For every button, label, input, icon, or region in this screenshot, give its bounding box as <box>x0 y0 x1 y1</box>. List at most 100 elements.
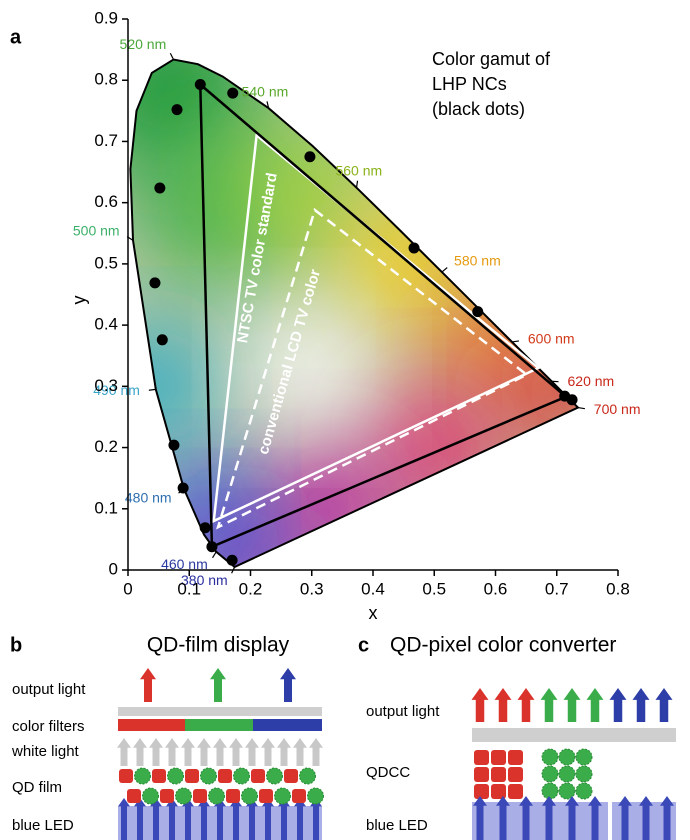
row-label: color filters <box>12 718 85 735</box>
x-tick-label: 0.6 <box>484 579 508 598</box>
arrow <box>588 796 602 840</box>
locus-tick <box>148 388 156 391</box>
qd-red <box>284 769 298 783</box>
arrow <box>210 668 226 702</box>
x-tick-label: 0.3 <box>300 579 324 598</box>
arrow <box>165 738 179 766</box>
arrow <box>182 798 194 840</box>
qd-green <box>241 787 258 805</box>
x-tick-label: 0.8 <box>606 579 630 598</box>
blue-led <box>472 802 608 840</box>
y-tick-label: 0.9 <box>94 8 118 27</box>
locus-tick <box>266 101 270 109</box>
wavelength-label: 560 nm <box>335 163 382 179</box>
locus-tick <box>355 180 359 188</box>
glass <box>118 707 322 716</box>
arrow <box>618 796 632 840</box>
locus-tick <box>441 267 448 273</box>
arrow <box>517 688 535 722</box>
arrow <box>140 668 156 702</box>
fill-blob <box>260 438 401 567</box>
glass <box>472 728 676 742</box>
qd-red <box>508 767 523 782</box>
panel-label: b <box>10 634 22 656</box>
qd-red <box>152 769 166 783</box>
data-point <box>408 242 420 254</box>
qd-red <box>474 750 489 765</box>
qd-red <box>226 789 240 803</box>
fill-blob <box>251 307 372 428</box>
data-point <box>149 277 161 289</box>
qd-green <box>175 787 192 805</box>
arrow <box>117 738 131 766</box>
qd-green <box>134 767 151 785</box>
y-axis-label: y <box>69 296 89 305</box>
wavelength-label: 380 nm <box>181 572 228 588</box>
qd-green <box>541 748 559 766</box>
qd-green <box>266 767 283 785</box>
arrow <box>134 798 146 840</box>
arrow <box>133 738 147 766</box>
y-tick-label: 0.6 <box>94 192 118 211</box>
filter-blue <box>253 719 322 731</box>
arrow <box>565 796 579 840</box>
y-tick-label: 0 <box>109 559 118 578</box>
qd-green <box>541 765 559 783</box>
data-point <box>171 104 183 116</box>
data-point <box>154 182 166 194</box>
qd-green <box>307 787 324 805</box>
qd-red <box>193 789 207 803</box>
row-label: output light <box>366 703 440 720</box>
filter-green <box>185 719 253 731</box>
y-tick-label: 0.3 <box>94 376 118 395</box>
fill-blob <box>151 458 252 559</box>
qd-green <box>233 767 250 785</box>
qd-green <box>575 748 593 766</box>
qd-red <box>259 789 273 803</box>
arrow <box>542 796 556 840</box>
x-tick-label: 0.4 <box>361 579 385 598</box>
fill-blob <box>501 337 579 448</box>
wavelength-label: 460 nm <box>161 556 208 572</box>
wavelength-label: 700 nm <box>594 401 641 417</box>
arrow <box>166 798 178 840</box>
qd-green <box>299 767 316 785</box>
panel-title: QD-film display <box>147 634 290 657</box>
y-tick-label: 0.5 <box>94 253 118 272</box>
data-point <box>227 87 239 99</box>
qd-red <box>127 789 141 803</box>
qd-red <box>218 769 232 783</box>
x-tick-label: 0.7 <box>545 579 569 598</box>
arrow <box>655 688 673 722</box>
arrow <box>197 738 211 766</box>
arrow <box>632 688 650 722</box>
arrow <box>245 738 259 766</box>
annotation: (black dots) <box>432 99 525 119</box>
qd-green <box>142 787 159 805</box>
arrow <box>118 798 130 840</box>
qd-red <box>251 769 265 783</box>
wavelength-label: 520 nm <box>120 36 167 52</box>
arrow <box>660 796 674 840</box>
arrow <box>246 798 258 840</box>
arrow <box>473 796 487 840</box>
locus-fill <box>130 59 579 567</box>
locus-tick <box>577 406 586 410</box>
data-point <box>206 541 218 553</box>
panel-label: c <box>358 634 369 656</box>
arrow <box>586 688 604 722</box>
qd-green <box>200 767 217 785</box>
locus-tick <box>212 551 217 559</box>
row-label: QDCC <box>366 764 410 781</box>
wavelength-label: 600 nm <box>528 330 575 346</box>
data-point <box>194 79 206 91</box>
arrow <box>310 798 322 840</box>
qd-green <box>274 787 291 805</box>
spectral-locus <box>129 58 580 569</box>
arrow <box>309 738 323 766</box>
arrow <box>639 796 653 840</box>
data-point <box>304 151 316 163</box>
qd-red <box>491 784 506 799</box>
arrow <box>262 798 274 840</box>
